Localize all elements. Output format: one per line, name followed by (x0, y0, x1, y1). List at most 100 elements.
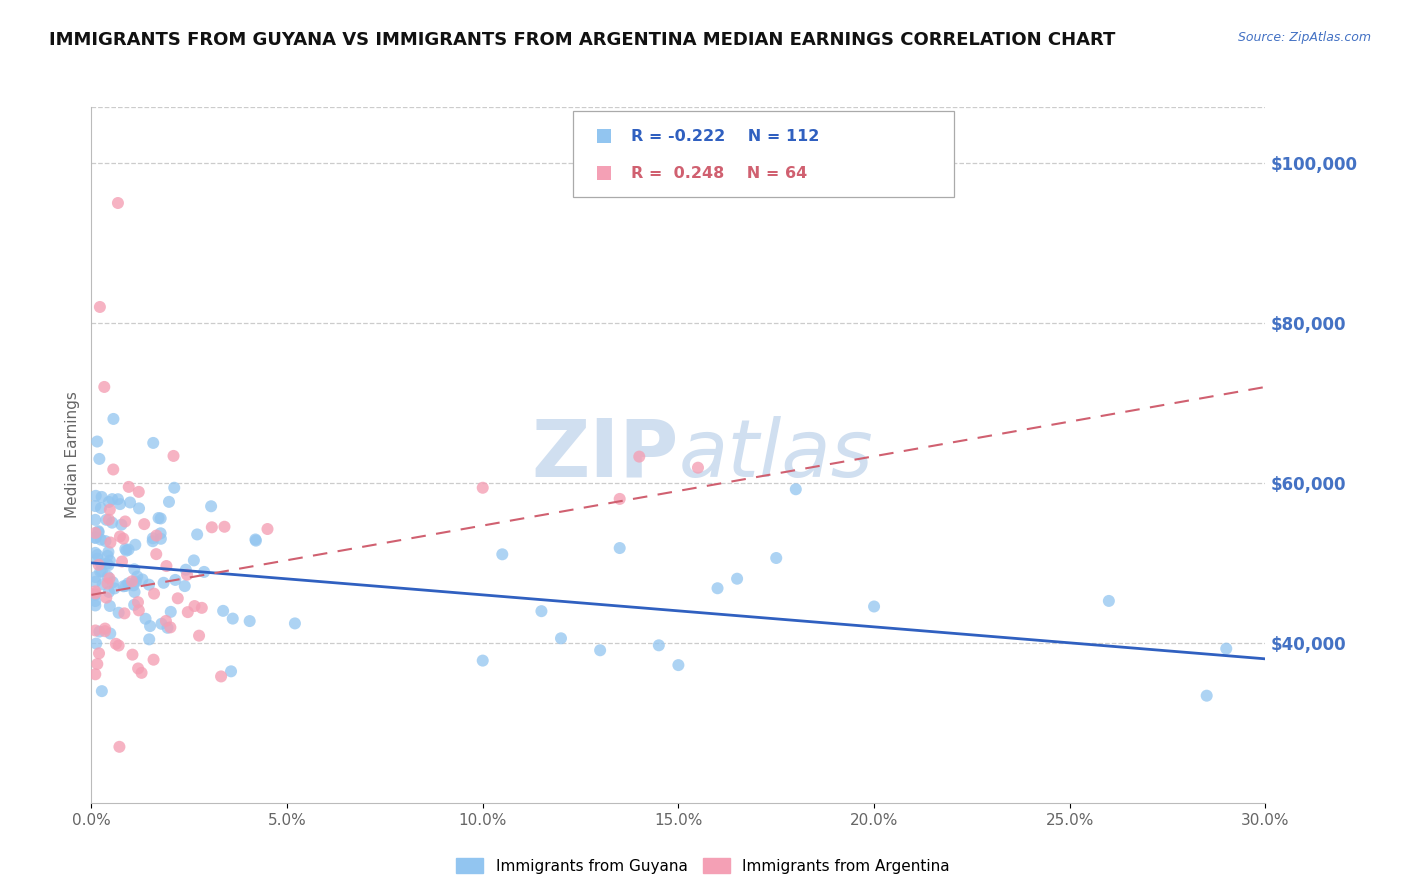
Point (120, 495, 142, 509)
Point (101, 492, 124, 507)
Point (201, 520, 224, 534)
Point (100, 535, 122, 549)
Point (156, 621, 179, 635)
Point (96, 549, 118, 563)
Point (84, 525, 107, 540)
Point (89, 451, 111, 466)
Point (112, 532, 135, 546)
Point (101, 575, 124, 590)
Point (96, 576, 118, 591)
Point (90, 565, 112, 579)
Point (152, 575, 174, 590)
Point (84, 513, 107, 527)
Point (124, 538, 146, 552)
Point (166, 591, 188, 606)
Point (785, 482, 807, 496)
Point (193, 565, 215, 579)
Point (94, 622, 117, 636)
Point (1098, 594, 1121, 608)
Point (90, 533, 112, 547)
Point (84, 599, 107, 613)
Point (609, 491, 631, 506)
Point (111, 554, 134, 568)
Point (471, 481, 494, 495)
Point (128, 484, 150, 499)
Point (143, 587, 166, 601)
Point (530, 604, 553, 618)
Point (86, 434, 108, 449)
Point (89, 565, 111, 579)
Point (162, 449, 184, 463)
Point (284, 616, 307, 631)
Point (84, 489, 107, 503)
Point (84, 546, 107, 560)
Point (142, 534, 165, 549)
Point (90, 501, 112, 516)
Point (256, 522, 278, 536)
Point (84, 594, 107, 608)
Point (122, 578, 145, 592)
Y-axis label: Median Earnings: Median Earnings (65, 392, 80, 518)
Point (121, 574, 143, 589)
Point (84, 586, 107, 600)
Point (84, 624, 107, 638)
Text: R =  0.248    N = 64: R = 0.248 N = 64 (631, 166, 807, 181)
Point (127, 595, 149, 609)
Point (127, 569, 149, 583)
Point (155, 559, 177, 574)
Point (159, 605, 181, 619)
Point (115, 579, 138, 593)
Point (114, 542, 136, 557)
Point (134, 517, 156, 532)
Point (128, 501, 150, 516)
Point (245, 533, 267, 548)
Point (108, 739, 131, 754)
Point (138, 578, 160, 592)
Point (628, 450, 651, 464)
Point (97, 569, 120, 583)
Point (115, 543, 138, 558)
Point (648, 638, 671, 652)
Point (103, 462, 125, 476)
Point (155, 614, 177, 628)
Point (84, 531, 107, 545)
Point (97, 495, 120, 509)
Point (686, 460, 709, 475)
Text: atlas: atlas (678, 416, 873, 494)
Point (107, 196, 129, 211)
Point (96, 591, 118, 605)
Point (84, 588, 107, 602)
Point (84, 584, 107, 599)
Point (84, 667, 107, 681)
Point (188, 629, 211, 643)
Point (97, 558, 120, 573)
Point (98, 599, 121, 613)
Point (112, 607, 135, 621)
Point (142, 653, 165, 667)
Point (142, 531, 165, 545)
Point (666, 658, 689, 673)
Point (163, 481, 186, 495)
Point (122, 598, 145, 612)
Point (176, 567, 198, 582)
Point (128, 603, 150, 617)
Point (96, 557, 118, 571)
FancyBboxPatch shape (572, 111, 955, 197)
Point (87, 646, 110, 660)
Point (121, 648, 143, 662)
Text: ZIP: ZIP (531, 416, 678, 494)
Point (107, 606, 129, 620)
Point (103, 412, 125, 426)
Point (191, 600, 214, 615)
Point (98, 554, 121, 568)
Point (159, 620, 181, 634)
Point (107, 492, 129, 507)
Point (87, 524, 110, 538)
Point (90, 557, 112, 571)
Point (108, 497, 131, 511)
Point (96, 513, 118, 527)
Point (149, 532, 172, 546)
Point (112, 579, 135, 593)
Point (219, 665, 242, 679)
Point (157, 495, 180, 509)
